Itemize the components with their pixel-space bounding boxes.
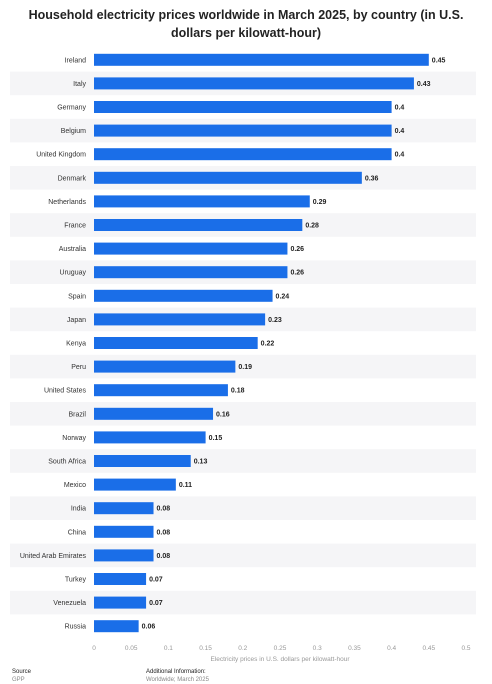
value-label: 0.06 (142, 624, 156, 631)
value-label: 0.45 (432, 57, 446, 64)
category-label: Australia (59, 246, 86, 253)
category-label: Netherlands (48, 199, 86, 206)
value-label: 0.4 (395, 152, 405, 159)
value-label: 0.23 (268, 317, 282, 324)
category-label: Ireland (65, 57, 87, 64)
x-axis-label: Electricity prices in U.S. dollars per k… (210, 656, 350, 663)
value-label: 0.24 (276, 293, 290, 300)
category-label: Spain (68, 293, 86, 300)
bar (94, 431, 206, 444)
bar (94, 242, 288, 255)
value-label: 0.22 (261, 341, 275, 348)
value-label: 0.07 (149, 600, 163, 607)
value-label: 0.15 (209, 435, 223, 442)
x-tick-label: 0.2 (238, 645, 247, 652)
category-label: Turkey (65, 577, 87, 584)
category-label: Venezuela (53, 600, 86, 607)
bar (94, 596, 147, 609)
value-label: 0.11 (179, 482, 192, 489)
category-label: Germany (57, 105, 86, 112)
bar (94, 171, 362, 184)
bar (94, 478, 176, 491)
value-label: 0.4 (395, 105, 405, 112)
value-label: 0.26 (290, 270, 304, 277)
value-label: 0.26 (290, 246, 304, 253)
bar (94, 407, 214, 420)
value-label: 0.4 (395, 128, 405, 135)
category-label: Denmark (58, 175, 87, 182)
value-label: 0.16 (216, 411, 230, 418)
x-tick-label: 0.45 (422, 645, 435, 652)
category-label: United Arab Emirates (20, 553, 87, 560)
category-label: Italy (73, 81, 86, 88)
bar (94, 195, 310, 208)
x-tick-label: 0 (92, 645, 96, 652)
x-tick-label: 0.5 (461, 645, 470, 652)
value-label: 0.36 (365, 175, 379, 182)
category-label: Mexico (64, 482, 86, 489)
x-tick-label: 0.05 (125, 645, 138, 652)
category-label: Norway (62, 435, 86, 442)
bar (94, 525, 154, 538)
bar (94, 620, 139, 633)
category-label: United Kingdom (36, 152, 86, 159)
value-label: 0.13 (194, 459, 208, 466)
additional-info-value: Worldwide; March 2025 (146, 677, 209, 683)
value-label: 0.18 (231, 388, 245, 395)
bar (94, 101, 392, 113)
bar (94, 289, 273, 302)
value-label: 0.08 (157, 506, 171, 513)
bar (94, 148, 392, 161)
x-tick-label: 0.35 (348, 645, 361, 652)
bar (94, 266, 288, 279)
category-label: China (68, 529, 86, 536)
category-label: France (64, 223, 86, 230)
value-label: 0.28 (305, 223, 319, 230)
bar (94, 360, 236, 373)
bar (94, 573, 147, 585)
bar (94, 219, 303, 231)
category-label: Brazil (68, 411, 86, 418)
chart-title: Household electricity prices worldwide i… (28, 8, 464, 40)
bar (94, 549, 154, 562)
value-label: 0.43 (417, 81, 431, 88)
value-label: 0.19 (238, 364, 252, 371)
x-tick-label: 0.1 (164, 645, 173, 652)
category-label: United States (44, 388, 87, 395)
value-label: 0.08 (157, 529, 171, 536)
additional-info-label: Additional Information: (146, 669, 206, 675)
source-value: GPP (12, 677, 25, 683)
category-label: Belgium (61, 128, 86, 135)
category-label: Russia (65, 624, 87, 631)
bar (94, 455, 191, 467)
x-tick-label: 0.15 (199, 645, 212, 652)
source-label: Source (12, 669, 32, 675)
value-label: 0.08 (157, 553, 171, 560)
bar (94, 384, 228, 397)
bar (94, 337, 258, 349)
category-label: Japan (67, 317, 86, 324)
bar (94, 77, 414, 90)
x-tick-label: 0.3 (313, 645, 322, 652)
bar (94, 502, 154, 515)
category-label: Kenya (66, 341, 86, 348)
value-label: 0.07 (149, 577, 163, 584)
bar (94, 124, 392, 137)
bar (94, 313, 266, 326)
x-tick-label: 0.25 (274, 645, 287, 652)
value-label: 0.29 (313, 199, 327, 206)
bar (94, 53, 429, 66)
category-label: South Africa (48, 459, 86, 466)
category-label: Uruguay (60, 270, 87, 277)
category-label: India (71, 506, 86, 513)
x-tick-label: 0.4 (387, 645, 396, 652)
category-label: Peru (71, 364, 86, 371)
